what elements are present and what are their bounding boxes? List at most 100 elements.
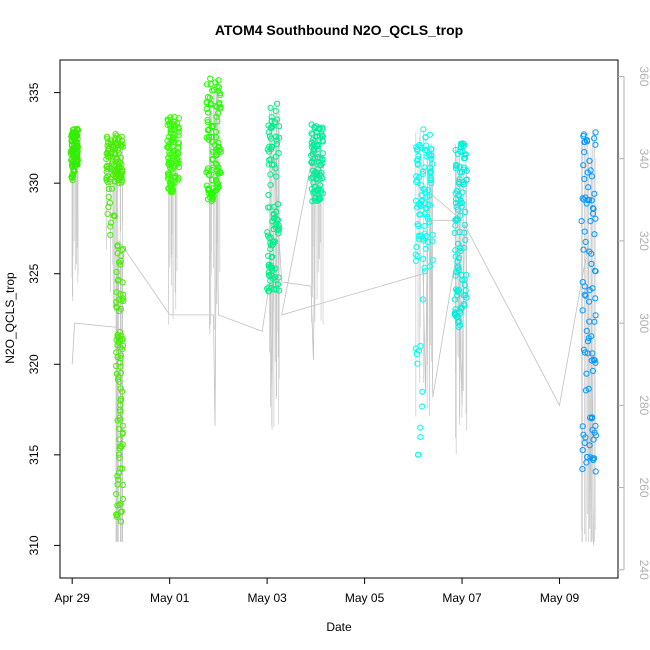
data-point	[585, 184, 592, 191]
data-point	[423, 142, 430, 149]
data-point	[104, 135, 111, 142]
data-point	[116, 159, 124, 166]
data-point	[414, 360, 421, 367]
data-point	[581, 291, 588, 298]
data-point	[456, 318, 463, 325]
data-point	[267, 234, 274, 241]
data-point	[175, 144, 182, 151]
data-point	[588, 250, 595, 257]
data-point	[103, 150, 110, 157]
data-point	[272, 265, 279, 272]
data-point	[209, 87, 216, 94]
data-point	[113, 491, 120, 498]
data-point	[458, 271, 465, 278]
data-point	[318, 162, 325, 169]
data-point	[274, 227, 281, 234]
data-point	[164, 144, 171, 151]
data-point	[170, 135, 177, 142]
series-group	[164, 113, 183, 196]
data-point	[112, 173, 119, 181]
data-point	[214, 118, 221, 125]
data-point	[311, 138, 318, 145]
data-point	[308, 159, 315, 167]
data-point	[457, 244, 464, 251]
y2-tick-label: 280	[637, 395, 650, 415]
data-point	[420, 126, 427, 133]
data-point	[175, 132, 182, 139]
data-point	[318, 131, 325, 138]
data-point	[270, 215, 277, 222]
data-point	[117, 500, 124, 507]
data-point	[421, 268, 429, 275]
data-point	[119, 430, 126, 437]
x-tick-label: May 07	[442, 591, 482, 605]
y2-tick-label: 360	[637, 66, 650, 86]
data-point	[459, 140, 466, 147]
data-point	[203, 81, 211, 88]
data-point	[421, 264, 428, 271]
data-point	[452, 247, 459, 254]
data-point	[414, 146, 421, 153]
data-point	[429, 231, 436, 238]
data-point	[113, 370, 121, 377]
data-point	[459, 189, 466, 196]
data-point	[272, 153, 279, 160]
data-point	[590, 205, 597, 212]
data-point	[412, 251, 419, 258]
data-point	[215, 181, 222, 188]
data-point	[105, 139, 112, 146]
data-point	[319, 190, 326, 197]
data-point	[115, 276, 122, 283]
data-point	[165, 158, 173, 165]
data-point	[584, 169, 591, 176]
data-point	[581, 149, 588, 156]
data-point	[175, 128, 182, 135]
data-point	[167, 151, 174, 158]
data-point	[413, 173, 420, 180]
data-point	[215, 143, 222, 150]
data-point	[118, 166, 126, 173]
data-point	[414, 221, 421, 228]
data-point	[264, 229, 271, 236]
data-point	[119, 495, 127, 503]
data-point	[588, 260, 595, 267]
y-tick-label: 315	[27, 445, 41, 465]
data-point	[168, 176, 175, 184]
data-point	[415, 232, 422, 239]
data-point	[115, 373, 122, 380]
data-point	[579, 447, 586, 454]
data-point	[108, 150, 115, 157]
data-points-layer	[67, 75, 600, 525]
data-point	[110, 142, 117, 149]
data-point	[586, 318, 593, 325]
data-point	[217, 170, 224, 177]
data-point	[204, 127, 211, 134]
data-point	[114, 250, 121, 257]
data-point	[215, 88, 222, 95]
data-point	[165, 171, 172, 178]
data-point	[204, 93, 212, 101]
y-tick-label: 335	[27, 82, 41, 102]
data-point	[267, 104, 274, 112]
data-point	[116, 328, 124, 336]
data-point	[578, 218, 585, 225]
data-point	[310, 189, 317, 196]
data-point	[460, 244, 467, 251]
data-point	[462, 151, 469, 158]
data-point	[458, 203, 465, 210]
data-point	[114, 242, 121, 249]
data-point	[205, 133, 213, 141]
data-point	[107, 231, 114, 239]
data-point	[419, 388, 426, 395]
data-point	[586, 196, 593, 204]
data-point	[589, 414, 596, 421]
data-point	[173, 160, 180, 167]
data-point	[413, 350, 420, 358]
data-point	[580, 131, 588, 138]
data-point	[273, 140, 281, 148]
y-axis-right: 240 260 280 300 320 340 360	[618, 66, 650, 580]
series-group	[412, 126, 436, 458]
data-point	[67, 150, 74, 157]
data-point	[414, 160, 421, 167]
data-point	[69, 177, 76, 184]
